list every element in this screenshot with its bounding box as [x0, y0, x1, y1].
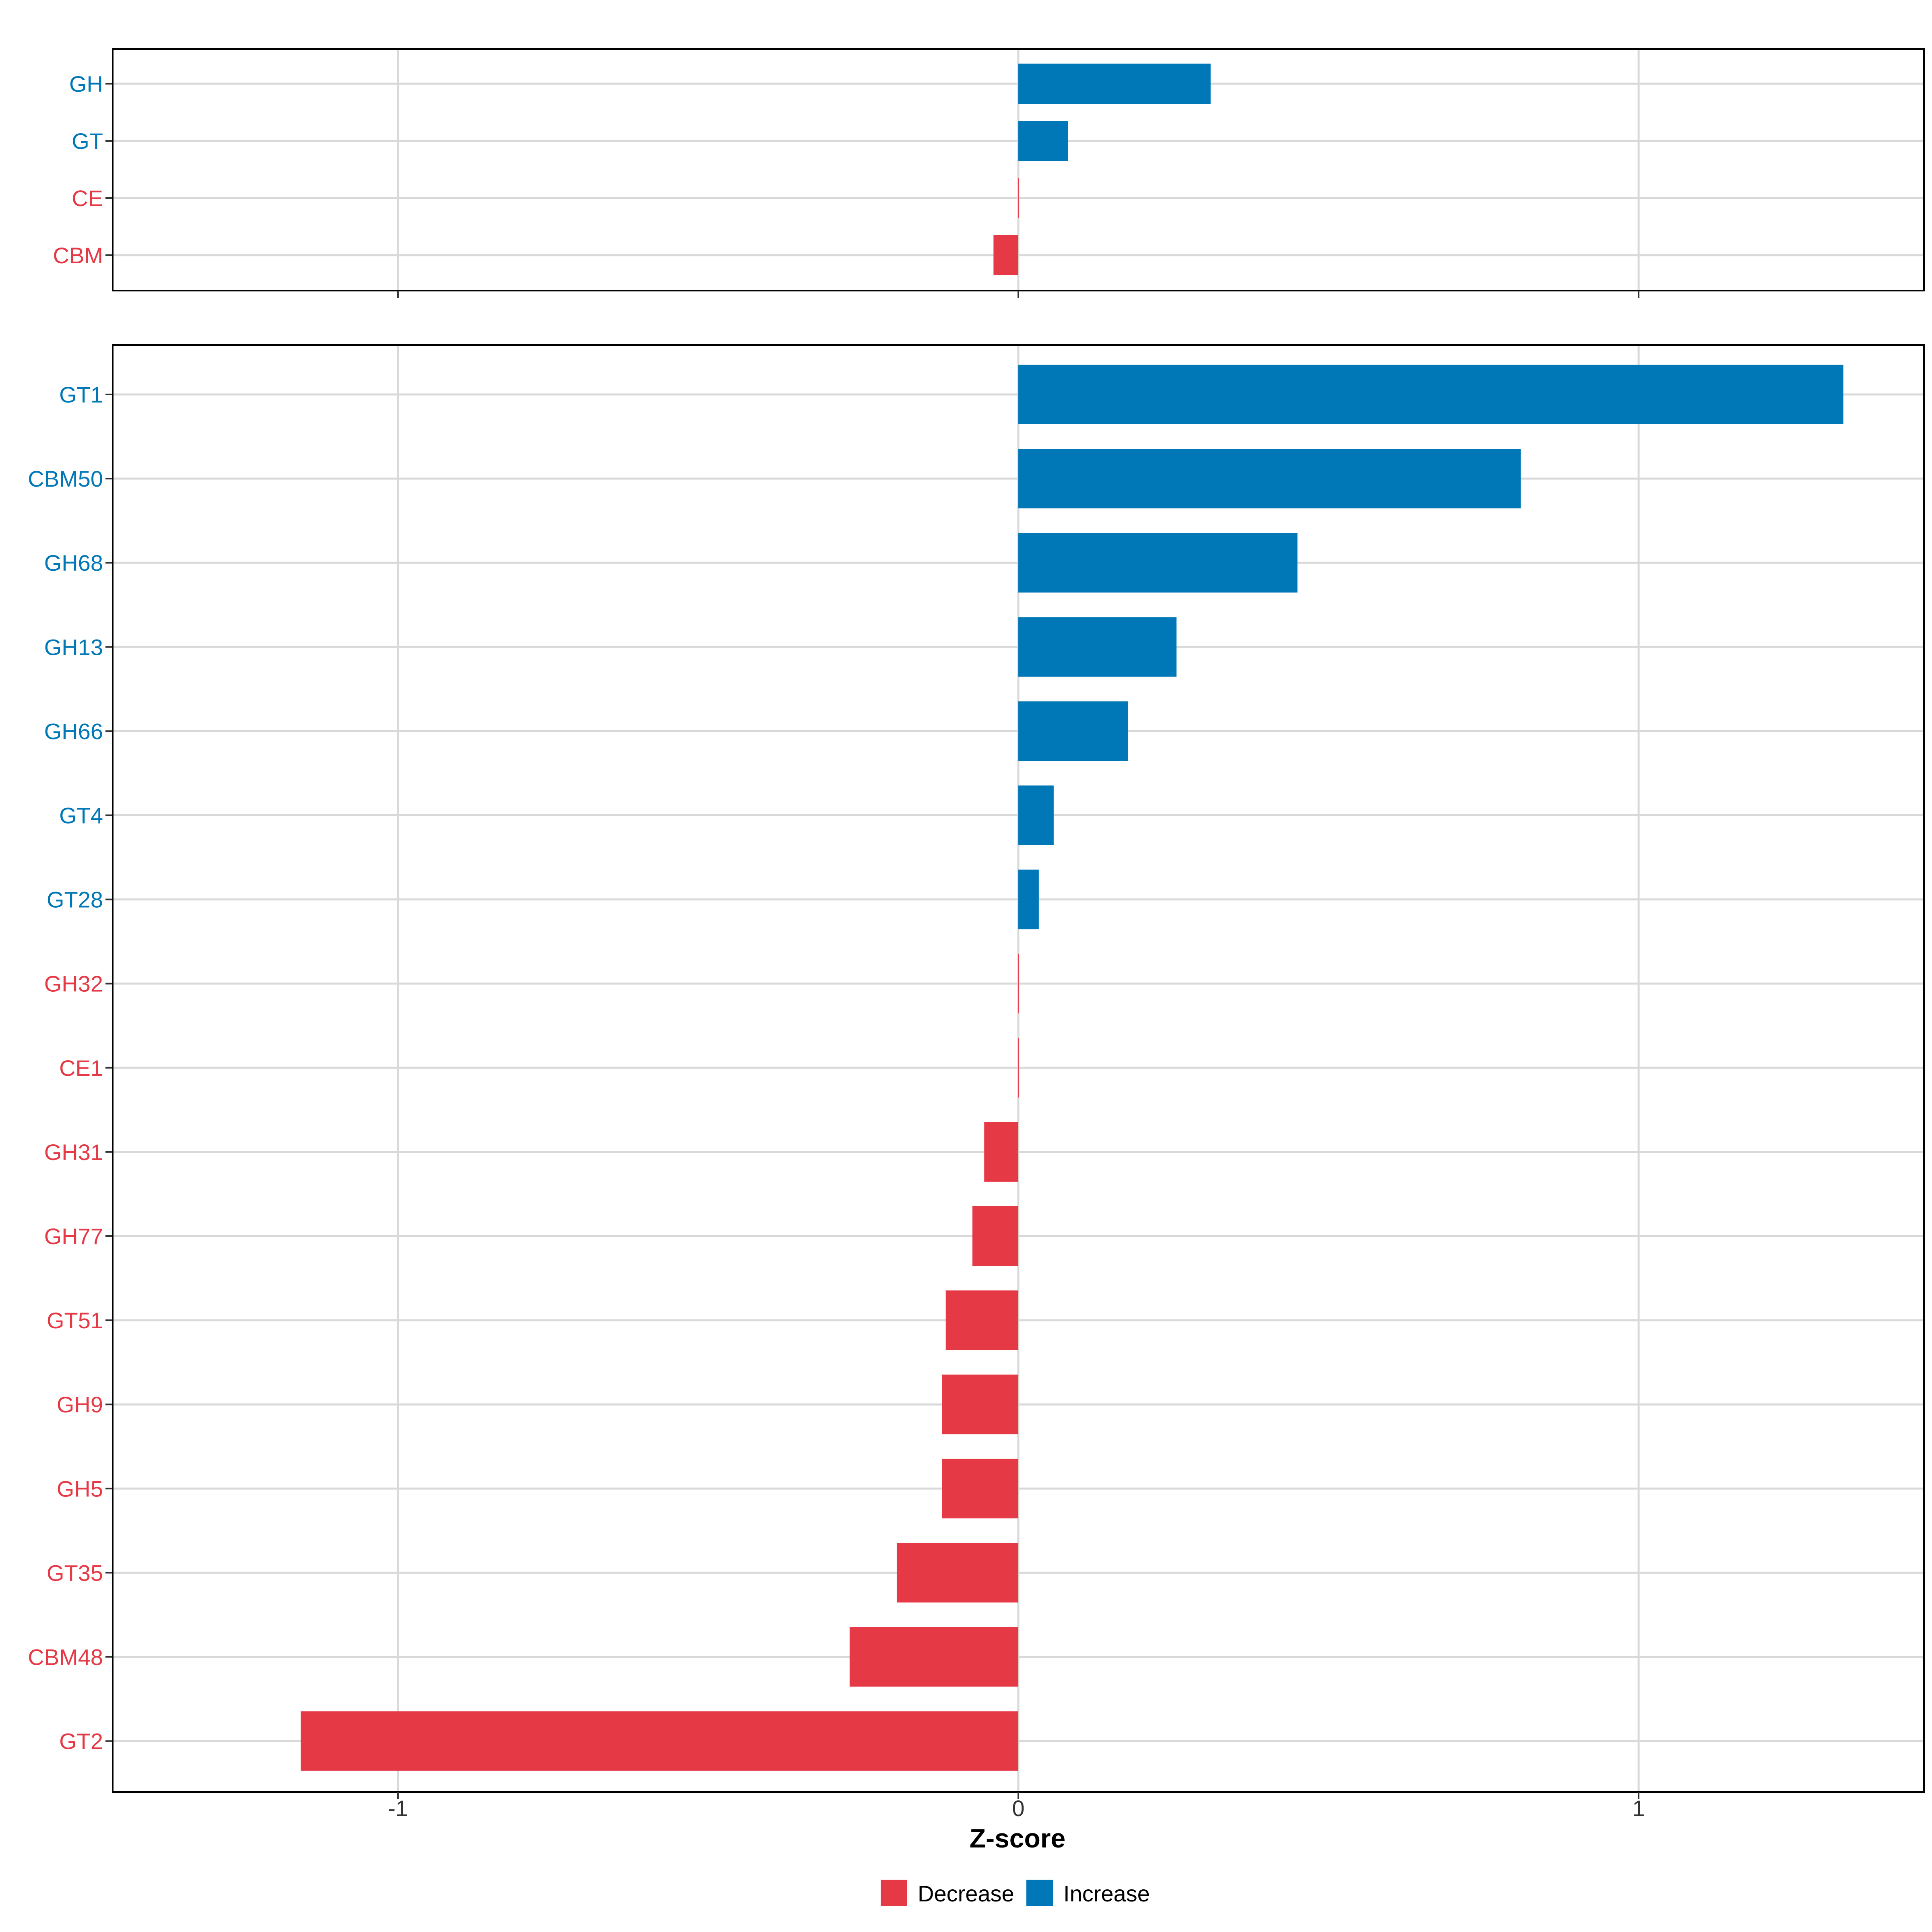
category-label: GH13: [44, 634, 103, 660]
category-label: CE: [72, 186, 103, 211]
bar: [945, 1290, 1018, 1350]
top-panel: GH GT CE CBM: [53, 48, 1925, 298]
legend: Decrease Increase: [881, 1880, 1150, 1906]
bottom-panel: GT1 CBM50 GH68 GH13 GH66 GT4 GT28 GH32 CE1 GH31 GH…: [28, 344, 1925, 1799]
category-label: GT28: [47, 887, 103, 912]
category-label: GH77: [44, 1224, 103, 1249]
category-label: GT4: [59, 803, 103, 828]
category-label: CE1: [59, 1055, 103, 1081]
category-label: GH66: [44, 718, 103, 744]
category-label: CBM: [53, 243, 103, 268]
bar: [1018, 785, 1054, 845]
bar: [849, 1627, 1018, 1687]
legend-label-increase: Increase: [1063, 1881, 1150, 1906]
bar: [1018, 701, 1128, 761]
x-tick-label: 0: [1012, 1796, 1024, 1821]
category-label: CBM48: [28, 1645, 103, 1670]
bar: [1018, 533, 1298, 593]
category-label: GH5: [57, 1476, 103, 1501]
bar: [1018, 1038, 1019, 1098]
bar: [1018, 449, 1521, 509]
bar: [972, 1206, 1018, 1266]
category-label: CBM50: [28, 466, 103, 491]
bar: [300, 1711, 1018, 1771]
bar: [942, 1375, 1018, 1435]
bar: [993, 235, 1018, 275]
category-label: GH: [69, 71, 103, 97]
bar: [942, 1459, 1018, 1519]
legend-swatch-decrease: [881, 1880, 907, 1906]
bar: [1018, 365, 1843, 424]
bar: [1018, 178, 1019, 218]
legend-swatch-increase: [1026, 1880, 1053, 1906]
bar: [1018, 121, 1068, 161]
category-label: GT35: [47, 1560, 103, 1585]
category-label: GT2: [59, 1729, 103, 1754]
legend-label-decrease: Decrease: [918, 1881, 1014, 1906]
bar: [1018, 64, 1211, 104]
bar: [1018, 617, 1177, 677]
bar: [1018, 869, 1039, 929]
bar: [896, 1543, 1018, 1603]
x-axis-title: Z-score: [970, 1823, 1065, 1853]
category-label: GT1: [59, 382, 103, 407]
category-label: GH31: [44, 1139, 103, 1165]
category-label: GH32: [44, 971, 103, 997]
bar: [984, 1122, 1018, 1182]
category-label: GH9: [57, 1392, 103, 1417]
category-label: GH68: [44, 550, 103, 576]
x-axis: -1 0 1: [388, 1796, 1645, 1821]
category-label: GT: [72, 128, 103, 154]
category-label: GT51: [47, 1308, 103, 1333]
x-tick-label: -1: [388, 1796, 408, 1821]
bar: [1018, 954, 1019, 1013]
x-tick-label: 1: [1633, 1796, 1645, 1821]
